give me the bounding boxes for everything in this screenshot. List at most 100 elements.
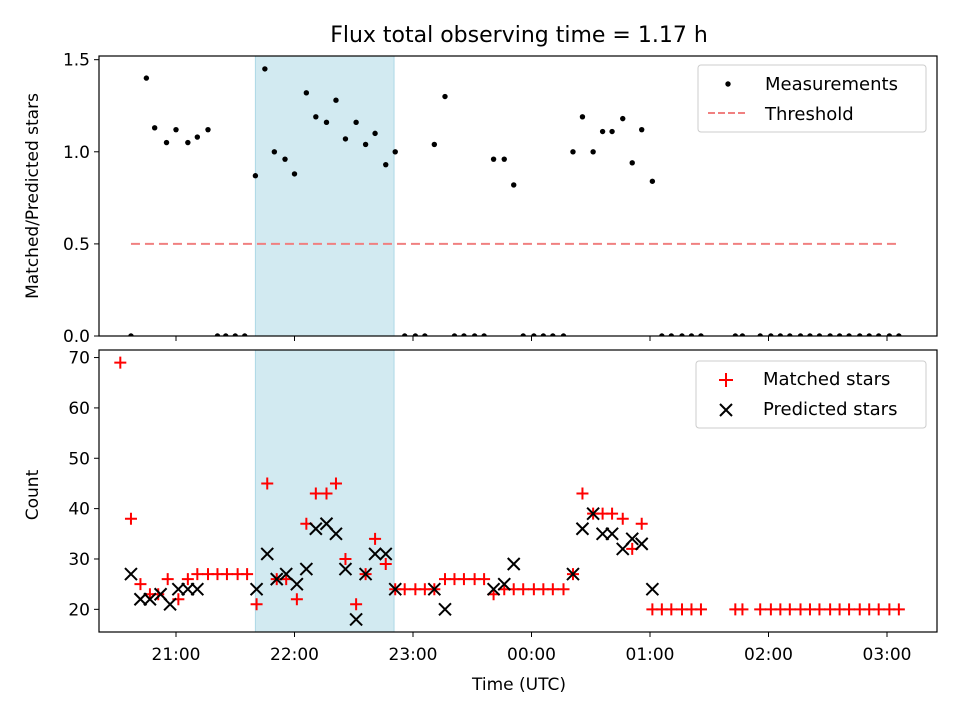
matched-star-point	[220, 568, 233, 581]
matched-star-point	[124, 512, 137, 525]
legend-bottom: Matched stars Predicted stars	[695, 360, 927, 429]
predicted-star-point	[299, 562, 314, 576]
matched-star-point	[478, 573, 491, 586]
matched-star-point	[892, 603, 905, 616]
shaded-interval	[254, 55, 395, 337]
legend-predicted-marker	[719, 403, 733, 417]
y-tick-label: 20	[68, 600, 90, 620]
predicted-star-point	[290, 577, 304, 591]
matched-star-point	[290, 593, 303, 606]
predicted-star-point	[171, 582, 186, 596]
measurement-point	[579, 114, 586, 120]
predicted-star-point	[634, 537, 649, 551]
measurement-point	[668, 333, 675, 336]
matched-star-point	[350, 598, 363, 611]
measurement-point	[451, 333, 458, 336]
measurement-point	[362, 141, 369, 148]
measurement-point	[827, 333, 833, 336]
predicted-star-point	[486, 582, 501, 596]
measurement-point	[194, 134, 201, 140]
matched-star-point	[546, 583, 559, 596]
measurement-point	[620, 115, 626, 122]
y-tick-label: 60	[68, 399, 90, 419]
measurement-point	[481, 333, 487, 336]
measurement-point	[422, 333, 428, 336]
measurement-point	[857, 333, 863, 336]
measurement-point	[490, 156, 497, 162]
measurement-point	[412, 333, 419, 336]
measurement-point	[896, 333, 902, 336]
measurement-point	[501, 156, 507, 162]
y-tick-label: 0.5	[63, 235, 90, 255]
predicted-star-point	[388, 582, 402, 596]
measurement-point	[659, 333, 665, 336]
measurement-point	[639, 126, 645, 133]
legend-matched-label: Matched stars	[763, 369, 890, 390]
measurement-point	[629, 160, 635, 166]
matched-star-point	[181, 573, 194, 586]
legend-threshold-label: Threshold	[764, 104, 854, 125]
measurement-point	[342, 136, 349, 142]
predicted-star-point	[163, 597, 177, 612]
measurement-point	[540, 333, 547, 336]
ratio-panel: 0.0 0.5 1.0 1.5	[63, 51, 938, 347]
matched-star-point	[134, 578, 147, 591]
measurement-point	[431, 141, 438, 148]
measurement-point	[609, 128, 615, 135]
y-tick-label: 1.0	[63, 143, 90, 163]
measurement-point	[214, 333, 221, 336]
predicted-star-point	[575, 522, 590, 536]
predicted-star-point	[279, 567, 293, 581]
measurement-point	[698, 333, 704, 336]
legend-measurements-label: Measurements	[765, 74, 898, 95]
chart-title: Flux total observing time = 1.17 h	[330, 23, 708, 48]
predicted-star-point	[349, 612, 363, 627]
predicted-star-point	[143, 592, 157, 606]
bottom-y-axis-label: Count	[23, 469, 43, 520]
predicted-star-point	[338, 562, 353, 576]
matched-star-point	[457, 573, 470, 586]
matched-star-point	[754, 603, 767, 616]
measurement-point	[291, 171, 298, 177]
matched-star-point	[576, 487, 589, 500]
axes-frame	[98, 349, 938, 633]
predicted-star-point	[595, 527, 610, 541]
legend-bottom-box	[695, 360, 927, 429]
matched-star-point	[872, 603, 885, 616]
measurement-point	[252, 173, 259, 179]
measurement-point	[271, 149, 278, 155]
matched-star-point	[635, 517, 648, 530]
measurement-point	[151, 125, 158, 131]
predicted-star-point	[270, 572, 284, 586]
matched-star-point	[843, 603, 856, 616]
measurement-point	[570, 149, 576, 155]
measurement-point	[550, 333, 556, 336]
predicted-star-point	[190, 582, 205, 596]
y-tick-label: 70	[68, 349, 90, 369]
measurement-point	[590, 149, 596, 155]
predicted-star-point	[438, 602, 452, 617]
measurement-point	[303, 90, 310, 96]
measurement-point	[383, 161, 389, 168]
predicted-star-point	[427, 582, 442, 596]
x-tick-label: 02:00	[744, 645, 793, 665]
matched-star-point	[369, 532, 382, 545]
predicted-star-point	[358, 567, 373, 581]
x-tick-label: 22:00	[270, 645, 319, 665]
measurement-point	[768, 333, 774, 336]
measurement-point	[242, 333, 248, 336]
predicted-star-point	[586, 506, 600, 521]
plot-area	[114, 356, 905, 627]
measurement-point	[223, 333, 229, 336]
measurement-point	[777, 333, 784, 336]
measurement-point	[836, 333, 843, 336]
matched-star-point	[114, 356, 127, 369]
measurement-point	[520, 333, 526, 336]
predicted-star-point	[133, 592, 148, 606]
y-tick-label: 30	[68, 550, 90, 570]
measurement-point	[807, 333, 813, 336]
axes-frame	[98, 55, 938, 337]
measurement-point	[816, 333, 823, 336]
measurement-point	[205, 126, 211, 133]
matched-star-point	[379, 558, 392, 571]
